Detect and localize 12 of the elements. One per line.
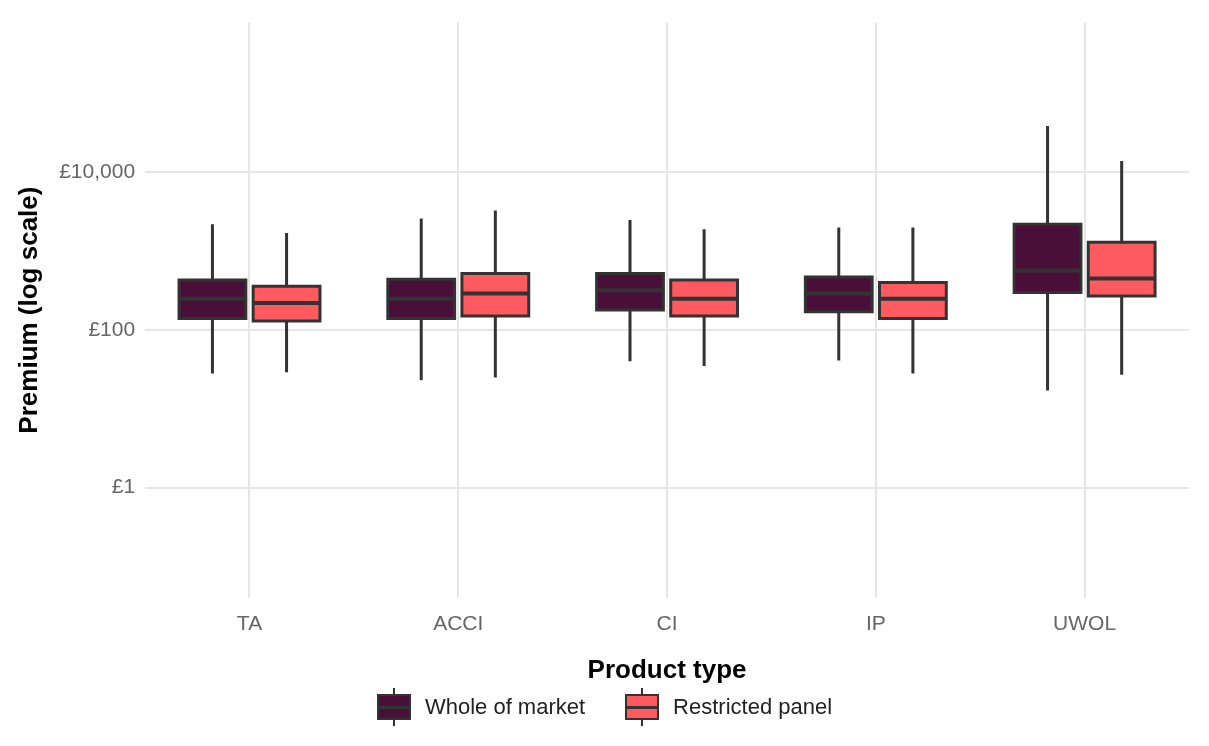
x-tick-label: TA [236,611,263,634]
x-axis-title: Product type [587,653,747,684]
y-tick-label: £1 [111,474,136,498]
legend-label: Restricted panel [673,694,833,720]
y-axis-title: Premium (log scale) [12,186,43,434]
x-tick-label: CI [656,611,678,634]
y-tick-label: £100 [88,316,136,340]
x-tick-label: ACCI [433,611,484,634]
x-tick-label: UWOL [1053,611,1117,634]
y-tick-label: £10,000 [59,159,136,183]
legend-label: Whole of market [424,694,586,720]
x-tick-label: IP [865,611,886,634]
